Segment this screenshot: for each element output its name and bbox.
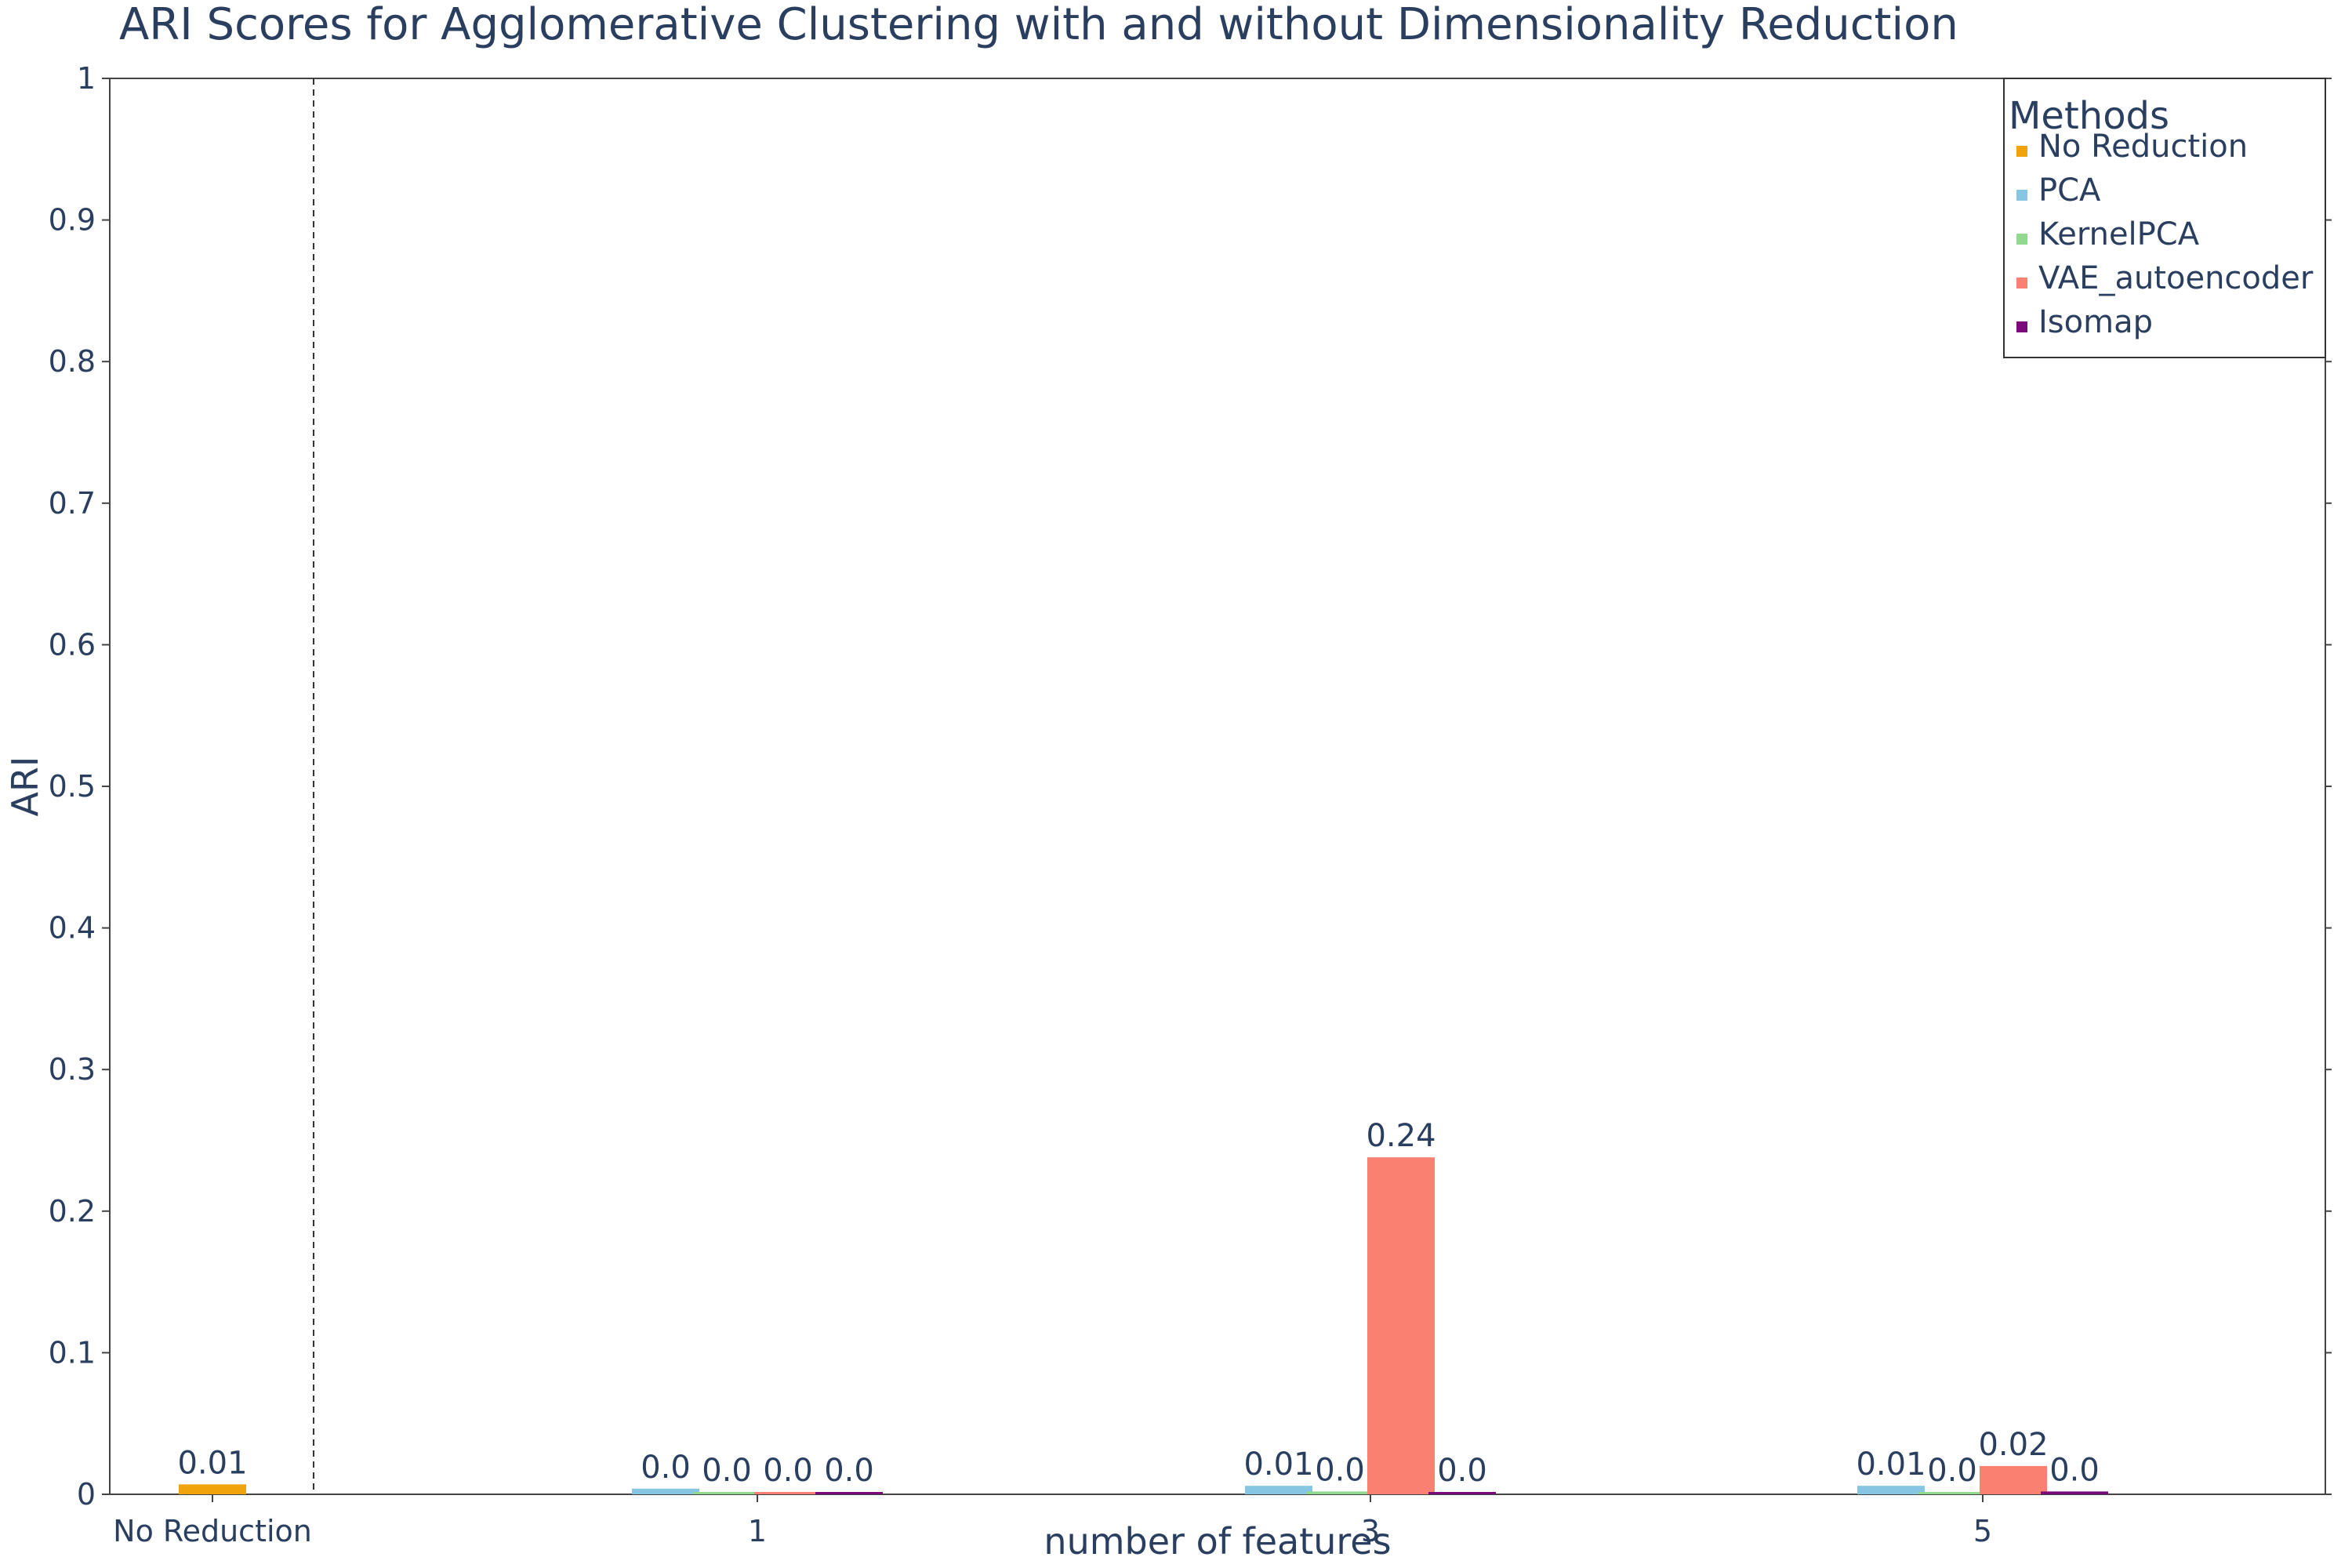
x-tick-label: No Reduction xyxy=(113,1514,312,1548)
y-tick-label: 0.3 xyxy=(49,1052,96,1087)
x-tick-label: 3 xyxy=(1361,1514,1380,1548)
data-label: 0.0 xyxy=(1437,1453,1487,1489)
data-label: 0.0 xyxy=(1927,1453,1977,1489)
plot-area xyxy=(109,78,2326,1495)
legend-swatch xyxy=(2016,278,2027,289)
bar-pca-2 xyxy=(1245,1486,1312,1494)
y-axis-title: ARI xyxy=(4,757,46,817)
y-tick-label: 1 xyxy=(77,61,96,96)
bar-kernelpca-2 xyxy=(1306,1491,1374,1494)
x-tick-label: 5 xyxy=(1973,1514,1992,1548)
data-label: 0.0 xyxy=(702,1453,752,1489)
data-label: 0.02 xyxy=(1978,1427,2048,1463)
y-tick-label: 0.2 xyxy=(49,1194,96,1229)
bars xyxy=(179,1157,2108,1494)
legend-item-label: Isomap xyxy=(2038,304,2153,340)
data-label: 0.0 xyxy=(824,1453,874,1489)
bar-isomap-1 xyxy=(815,1492,883,1494)
x-axis-title: number of features xyxy=(1044,1520,1391,1563)
data-label: 0.01 xyxy=(177,1445,247,1481)
y-tick-label: 0.8 xyxy=(49,344,96,379)
legend-item-label: VAE_autoencoder xyxy=(2038,260,2314,296)
data-label: 0.0 xyxy=(2049,1452,2100,1488)
bar-isomap-2 xyxy=(1428,1492,1496,1494)
bar-kernelpca-3 xyxy=(1918,1492,1986,1494)
x-tick-label: 1 xyxy=(748,1514,767,1548)
y-axis: 0 0.1 0.2 0.3 0.4 0.5 0.6 0.7 0.8 0.9 1 xyxy=(49,61,2332,1512)
y-tick-label: 0.7 xyxy=(49,486,96,521)
data-label: 0.24 xyxy=(1366,1118,1436,1154)
legend-swatch xyxy=(2016,146,2027,157)
y-tick-label: 0.6 xyxy=(49,627,96,662)
y-tick-label: 0.4 xyxy=(49,911,96,946)
chart-title: ARI Scores for Agglomerative Clustering … xyxy=(119,0,1958,50)
legend-swatch xyxy=(2016,190,2027,201)
bar-no-reduction-0 xyxy=(179,1484,246,1494)
data-label: 0.0 xyxy=(641,1450,691,1486)
bar-isomap-3 xyxy=(2041,1491,2108,1494)
data-label: 0.01 xyxy=(1243,1446,1313,1483)
data-label: 0.0 xyxy=(1315,1452,1365,1488)
bar-vae-autoencoder-1 xyxy=(754,1492,822,1494)
y-tick-label: 0.1 xyxy=(49,1335,96,1370)
legend-title: Methods xyxy=(2009,94,2169,138)
legend-item-label: No Reduction xyxy=(2038,129,2248,165)
data-labels: 0.01 0.0 0.01 0.010.0 0.0 0.00.00.240.020.0 0.… xyxy=(177,1118,2099,1489)
y-tick-label: 0.5 xyxy=(49,769,96,804)
legend: Methods No Reduction PCA KernelPCA VAE_auto… xyxy=(2003,78,2326,358)
legend-item-label: KernelPCA xyxy=(2038,216,2200,252)
bar-vae-autoencoder-3 xyxy=(1980,1465,2047,1494)
legend-box xyxy=(2003,78,2326,358)
bar-vae-autoencoder-2 xyxy=(1367,1157,1435,1494)
data-label: 0.0 xyxy=(763,1453,813,1489)
data-label: 0.01 xyxy=(1856,1446,1926,1483)
y-tick-label: 0 xyxy=(77,1477,96,1512)
legend-swatch xyxy=(2016,321,2027,332)
bar-pca-3 xyxy=(1857,1486,1925,1494)
legend-item-label: PCA xyxy=(2038,172,2101,209)
bar-pca-1 xyxy=(632,1488,699,1494)
x-axis: No Reduction 1 3 5 xyxy=(113,1494,1992,1548)
legend-items: No Reduction PCA KernelPCA VAE_autoencoder I… xyxy=(2016,129,2314,340)
bar-kernelpca-1 xyxy=(693,1492,760,1494)
legend-swatch xyxy=(2016,234,2027,245)
y-tick-label: 0.9 xyxy=(49,203,96,238)
